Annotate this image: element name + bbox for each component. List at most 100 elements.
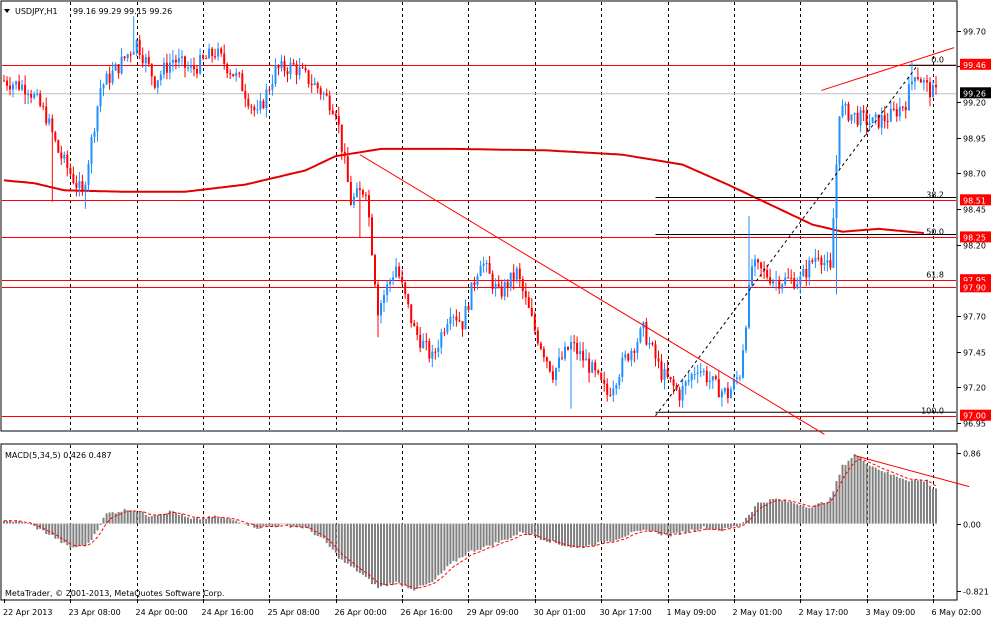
bear-candle [364, 194, 367, 196]
bull-candle [63, 154, 66, 159]
dropdown-arrow-icon[interactable] [4, 9, 10, 13]
bear-candle [600, 372, 603, 380]
bear-candle [714, 376, 717, 379]
bull-candle [826, 260, 829, 263]
bull-candle [168, 62, 171, 73]
bull-candle [720, 391, 723, 398]
bull-candle [265, 89, 268, 108]
bull-candle [618, 377, 621, 385]
bear-candle [760, 262, 763, 269]
bull-candle [880, 115, 883, 128]
bear-candle [30, 94, 33, 98]
bear-candle [349, 182, 352, 205]
bull-candle [859, 110, 862, 126]
level-price-tag-label: 97.90 [963, 283, 986, 292]
bull-candle [120, 56, 123, 74]
bull-candle [558, 357, 560, 368]
bull-candle [932, 85, 934, 98]
time-label: 3 May 09:00 [866, 608, 916, 617]
symbol-label: USDJPY,H1 [15, 7, 58, 16]
bear-candle [877, 114, 880, 128]
bear-candle [81, 181, 84, 191]
time-label: 25 Apr 08:00 [268, 608, 320, 617]
bear-candle [530, 307, 533, 316]
bull-candle [775, 280, 778, 281]
bear-candle [150, 63, 153, 77]
bear-candle [443, 332, 446, 334]
bull-candle [21, 84, 24, 90]
bear-candle [42, 105, 45, 107]
bull-candle [802, 269, 805, 277]
bull-candle [395, 266, 398, 278]
bear-candle [790, 277, 793, 279]
bear-candle [594, 362, 597, 371]
bear-candle [778, 280, 781, 289]
bear-candle [539, 343, 542, 349]
bull-candle [48, 118, 51, 124]
bear-candle [72, 174, 75, 183]
bear-candle [609, 394, 612, 396]
time-label: 29 Apr 09:00 [467, 608, 519, 617]
bear-candle [654, 344, 657, 359]
bull-candle [177, 58, 180, 63]
bull-candle [313, 83, 316, 85]
time-label: 1 May 09:00 [667, 608, 717, 617]
bear-candle [334, 113, 337, 116]
bull-candle [156, 80, 159, 88]
bear-candle [39, 93, 42, 106]
level-price-tag [960, 231, 991, 243]
bear-candle [672, 379, 675, 386]
bull-candle [907, 84, 910, 111]
bull-candle [708, 380, 711, 383]
bear-candle [60, 152, 63, 159]
macd-tick-label: 0.86 [963, 450, 981, 459]
bear-candle [829, 260, 832, 268]
level-price-tag-label: 98.51 [963, 196, 986, 205]
macd-tick-label: -0.821 [963, 588, 989, 597]
bear-candle [141, 55, 144, 64]
price-tick-label: 96.95 [963, 420, 986, 429]
bear-candle [820, 257, 823, 266]
price-tick-label: 98.20 [963, 242, 986, 251]
bear-candle [434, 351, 437, 353]
bull-candle [12, 84, 14, 90]
bull-candle [898, 106, 901, 117]
bear-candle [51, 118, 54, 133]
bull-candle [135, 39, 138, 53]
bear-candle [410, 304, 413, 324]
bull-candle [144, 57, 147, 64]
bear-candle [205, 58, 208, 60]
bear-candle [582, 350, 585, 361]
macd-signal-line [4, 458, 937, 589]
bear-candle [295, 64, 298, 75]
bear-candle [6, 80, 8, 86]
bear-candle [165, 62, 168, 73]
bull-candle [624, 354, 627, 358]
bear-candle [817, 257, 820, 259]
bear-candle [283, 61, 286, 72]
bear-candle [645, 322, 648, 345]
bear-candle [597, 370, 600, 373]
bear-candle [368, 195, 370, 218]
bear-candle [413, 323, 416, 327]
bull-candle [835, 164, 838, 219]
bull-candle [922, 80, 925, 83]
bull-candle [874, 114, 877, 118]
bull-candle [687, 380, 690, 382]
bull-candle [437, 347, 440, 352]
macd-panel-frame [0, 443, 958, 601]
bull-candle [171, 59, 174, 63]
bull-candle [745, 327, 747, 351]
bear-candle [3, 80, 5, 82]
bull-candle [280, 61, 283, 69]
time-label: 26 Apr 16:00 [401, 608, 453, 617]
bear-candle [416, 326, 419, 335]
bull-candle [693, 374, 696, 376]
bear-candle [147, 57, 150, 64]
bear-candle [196, 69, 198, 74]
macd-label: MACD(5,34,5) 0.426 0.487 [5, 451, 112, 460]
bull-candle [422, 341, 425, 348]
bear-candle [926, 80, 928, 83]
